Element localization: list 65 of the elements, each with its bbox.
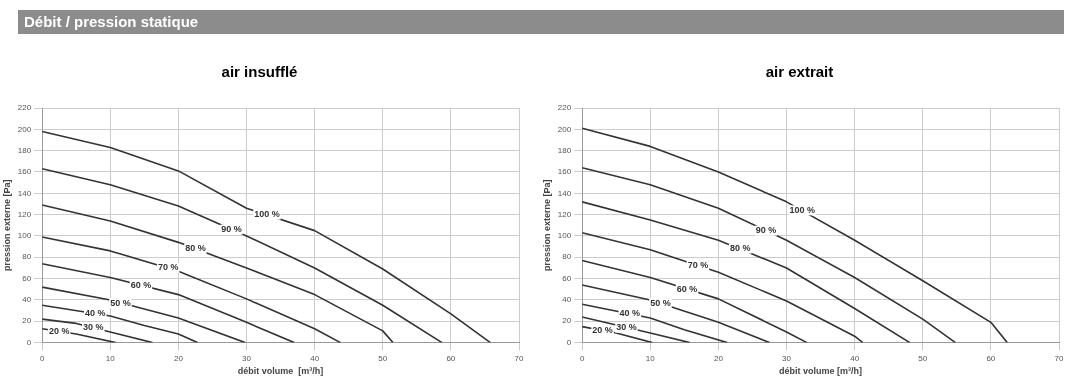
y-tick-label: 160: [557, 167, 572, 177]
annotation: 50 %: [110, 297, 131, 308]
x-tick-label: 50: [918, 353, 928, 363]
y-tick-label: 0: [566, 337, 572, 347]
y-tick-label: 220: [17, 103, 32, 113]
x-tick-label: 20: [173, 353, 184, 363]
y-axis-title: pression externe [Pa]: [541, 179, 552, 272]
x-axis-title: débit volume [m³/h]: [779, 366, 863, 377]
y-axis-title: pression externe [Pa]: [1, 179, 12, 272]
y-tick-label: 40: [22, 295, 32, 305]
x-tick-label: 10: [105, 353, 116, 363]
x-tick-label: 70: [514, 353, 524, 363]
y-tick-label: 180: [557, 145, 572, 155]
x-tick-label: 60: [446, 353, 456, 363]
y-tick-label: 120: [17, 209, 32, 219]
x-tick-label: 0: [39, 353, 45, 363]
x-tick-label: 30: [782, 353, 792, 363]
y-tick-label: 20: [562, 316, 572, 326]
annotation: 80 %: [729, 243, 751, 254]
x-tick-label: 70: [1054, 353, 1064, 363]
x-tick-label: 50: [378, 353, 388, 363]
x-tick-label: 60: [986, 353, 996, 363]
x-tick-label: 30: [242, 353, 252, 363]
chart-title: air extrait: [765, 63, 834, 81]
annotation: 30 %: [616, 322, 637, 333]
y-tick-label: 120: [557, 209, 572, 219]
y-tick-label: 60: [562, 273, 572, 283]
annotation: 40 %: [619, 308, 641, 319]
x-axis-title: débit volume [m³/h]: [237, 366, 324, 377]
annotation: 30 %: [82, 322, 104, 333]
y-tick-label: 20: [22, 316, 32, 326]
y-tick-label: 40: [562, 295, 572, 305]
annotation: 70 %: [157, 262, 179, 273]
y-tick-label: 80: [22, 252, 32, 262]
y-tick-label: 0: [26, 337, 32, 347]
y-tick-label: 140: [17, 188, 32, 198]
annotation: 100 %: [254, 209, 280, 220]
x-tick-label: 0: [579, 353, 585, 363]
y-tick-label: 100: [17, 231, 32, 241]
y-tick-label: 200: [17, 124, 32, 134]
x-tick-label: 10: [645, 353, 656, 363]
y-tick-label: 60: [22, 273, 32, 283]
annotation: 100 %: [789, 204, 815, 215]
annotation: 20 %: [48, 325, 70, 336]
annotation: 60 %: [130, 279, 152, 290]
y-tick-label: 180: [17, 145, 32, 155]
y-tick-label: 220: [557, 103, 572, 113]
annotation: 40 %: [85, 308, 106, 319]
annotation: 80 %: [185, 243, 206, 254]
y-tick-label: 100: [557, 231, 572, 241]
annotation: 90 %: [755, 225, 777, 236]
y-tick-label: 140: [557, 188, 572, 198]
annotation: 60 %: [676, 283, 698, 294]
x-tick-label: 40: [850, 353, 860, 363]
annotation: 70 %: [687, 260, 709, 271]
y-tick-label: 80: [562, 252, 572, 262]
y-tick-label: 160: [17, 167, 32, 177]
annotation: 20 %: [592, 325, 613, 336]
y-tick-label: 200: [557, 124, 572, 134]
annotation: 90 %: [221, 224, 242, 235]
annotation: 50 %: [650, 297, 671, 308]
x-tick-label: 40: [310, 353, 320, 363]
chart-title: air insufflé: [221, 63, 298, 81]
x-tick-label: 20: [713, 353, 724, 363]
text: Débit / pression statique: [18, 10, 1064, 34]
